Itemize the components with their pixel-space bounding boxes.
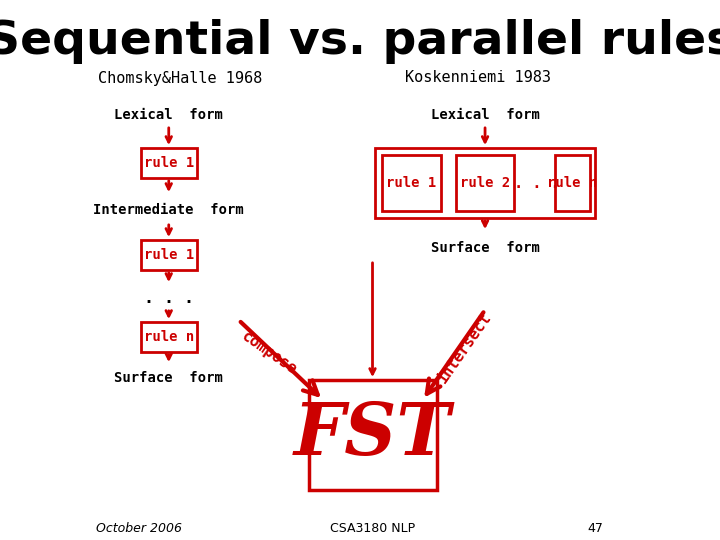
Text: rule 1: rule 1 xyxy=(143,248,194,262)
Text: compose: compose xyxy=(239,328,300,377)
FancyBboxPatch shape xyxy=(456,155,515,211)
Text: FST: FST xyxy=(294,400,451,470)
FancyBboxPatch shape xyxy=(555,155,590,211)
FancyBboxPatch shape xyxy=(141,240,197,270)
Text: Sequential vs. parallel rules: Sequential vs. parallel rules xyxy=(0,19,720,64)
Text: . . .: . . . xyxy=(144,289,194,307)
Text: . . .: . . . xyxy=(514,176,559,191)
Text: Lexical  form: Lexical form xyxy=(114,108,223,122)
Text: Surface  form: Surface form xyxy=(431,241,539,255)
Text: rule 1: rule 1 xyxy=(143,156,194,170)
Text: rule n: rule n xyxy=(143,330,194,344)
FancyBboxPatch shape xyxy=(141,148,197,178)
Text: 47: 47 xyxy=(588,522,603,535)
Text: intersect: intersect xyxy=(436,310,495,386)
FancyBboxPatch shape xyxy=(141,322,197,352)
Text: October 2006: October 2006 xyxy=(96,522,182,535)
Text: rule 2: rule 2 xyxy=(460,176,510,190)
Text: CSA3180 NLP: CSA3180 NLP xyxy=(330,522,415,535)
Text: rule 1: rule 1 xyxy=(387,176,436,190)
Text: Chomsky&Halle 1968: Chomsky&Halle 1968 xyxy=(98,71,262,85)
FancyBboxPatch shape xyxy=(374,148,595,218)
Text: Surface  form: Surface form xyxy=(114,371,223,385)
FancyBboxPatch shape xyxy=(382,155,441,211)
Text: Lexical  form: Lexical form xyxy=(431,108,539,122)
Text: Koskenniemi 1983: Koskenniemi 1983 xyxy=(405,71,551,85)
FancyBboxPatch shape xyxy=(308,380,437,490)
Text: Intermediate  form: Intermediate form xyxy=(94,203,244,217)
Text: rule n: rule n xyxy=(547,176,598,190)
